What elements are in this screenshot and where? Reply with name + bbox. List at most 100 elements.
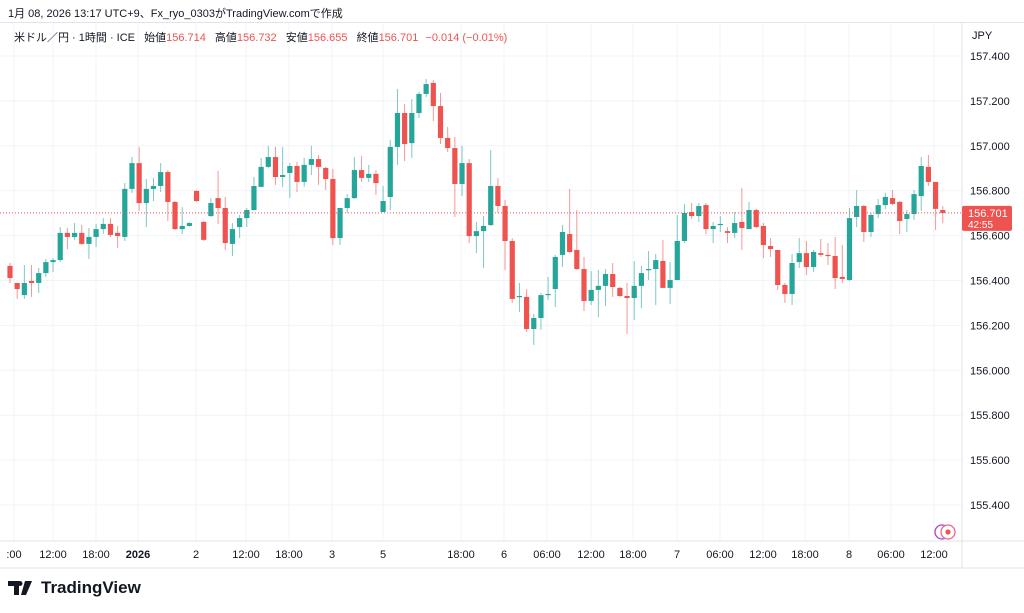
time-tick-label: 12:00 <box>232 549 260 561</box>
candle-body <box>480 225 487 232</box>
candle <box>201 221 207 241</box>
candle-body <box>911 194 917 215</box>
candle-body <box>136 163 142 204</box>
time-tick-label: 2 <box>193 549 199 561</box>
candle-body <box>516 295 523 298</box>
candle <box>208 198 214 217</box>
candle <box>158 163 164 193</box>
candle <box>129 157 135 193</box>
candle-body <box>775 249 781 285</box>
candle-body <box>287 166 293 173</box>
time-tick-label: 12:00 <box>749 549 777 561</box>
candle-body <box>229 229 236 244</box>
candle <box>775 249 781 290</box>
candle <box>803 240 810 276</box>
candle <box>7 262 13 283</box>
candle <box>574 210 580 270</box>
candle <box>854 190 860 228</box>
candle-body <box>767 245 774 250</box>
candle-body <box>208 203 214 217</box>
candle-body <box>904 214 910 219</box>
time-tick-label: 12:00 <box>39 549 67 561</box>
candle <box>538 293 544 330</box>
time-tick-label: 18:00 <box>447 549 475 561</box>
candle <box>36 267 42 294</box>
candle-body <box>351 170 357 199</box>
candle-body <box>710 225 716 230</box>
candle <box>57 227 63 263</box>
candle <box>473 221 479 254</box>
candle-body <box>524 296 530 329</box>
candle <box>567 188 573 254</box>
candle <box>732 212 738 239</box>
candle-body <box>667 280 673 288</box>
grid <box>0 22 962 541</box>
candle-body <box>602 273 609 286</box>
candle <box>832 236 838 290</box>
candle <box>696 203 702 222</box>
candle-body <box>237 218 243 228</box>
candle-body <box>854 205 860 217</box>
candle <box>638 265 644 308</box>
candle-body <box>358 170 365 178</box>
candle-body <box>459 163 465 184</box>
candle-body <box>811 251 817 268</box>
candle-body <box>897 201 903 222</box>
candle-body <box>832 256 838 279</box>
candle-body <box>71 232 78 237</box>
time-tick-label: 3 <box>329 549 335 561</box>
candle <box>846 207 853 281</box>
candle-body <box>251 185 257 211</box>
candle-body <box>28 280 35 283</box>
candle-body <box>43 262 49 274</box>
candle <box>71 223 78 241</box>
candle <box>660 240 666 288</box>
candle-body <box>531 317 537 329</box>
last-price-badge <box>962 205 1012 231</box>
candle <box>459 145 465 197</box>
candle <box>272 146 279 185</box>
candle <box>452 137 458 217</box>
tradingview-logo[interactable]: TradingView <box>8 578 141 598</box>
candle-body <box>689 212 695 217</box>
red-target-dot-icon <box>945 529 951 535</box>
candle-body <box>330 179 336 239</box>
candle-body <box>172 201 178 230</box>
low-value: 156.655 <box>307 32 348 44</box>
close-value: 156.701 <box>378 32 419 44</box>
candle <box>617 287 623 297</box>
candle-body <box>717 223 723 226</box>
candle <box>818 238 824 257</box>
time-tick-label: 18:00 <box>619 549 647 561</box>
candle-body <box>588 289 594 301</box>
candle-body <box>423 84 429 94</box>
candle-body <box>753 210 759 228</box>
candle-body <box>258 166 264 187</box>
candle <box>581 256 587 312</box>
candle-body <box>746 210 752 230</box>
candle <box>287 163 293 198</box>
candle-body <box>344 198 350 208</box>
candle-body <box>645 269 652 271</box>
price-tick-label: 156.800 <box>970 186 1010 198</box>
candle-body <box>294 166 300 182</box>
candle <box>689 203 695 219</box>
candle-body <box>789 262 795 294</box>
candle-body <box>186 223 192 226</box>
candle <box>237 214 243 239</box>
candle <box>531 313 537 345</box>
candle-body <box>50 260 56 263</box>
candle-body <box>846 218 853 281</box>
candle-body <box>466 163 472 237</box>
open-value: 156.714 <box>166 32 206 44</box>
candle-body <box>674 240 680 281</box>
candle-body <box>64 232 70 237</box>
candle-body <box>782 284 788 294</box>
candle-body <box>122 188 128 237</box>
candle-body <box>574 249 580 270</box>
symbol-label: 米ドル／円 · 1時間 · ICE <box>14 32 136 44</box>
candle <box>416 91 422 118</box>
chart-frame[interactable] <box>0 22 1024 569</box>
candle-body <box>373 173 379 184</box>
